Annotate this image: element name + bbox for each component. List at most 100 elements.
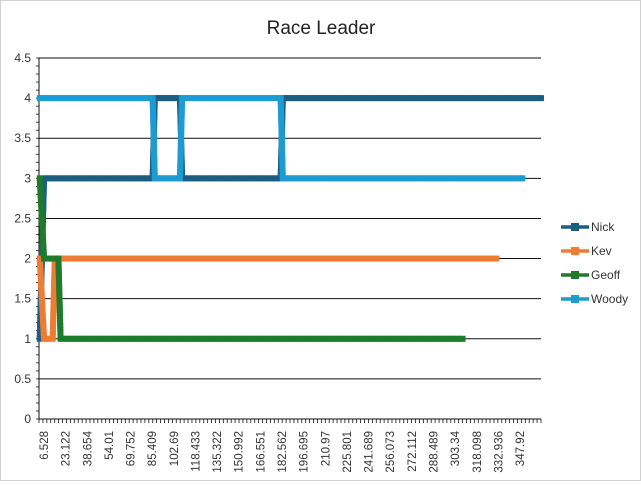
series-marker-kev [384, 255, 391, 262]
series-marker-woody [512, 175, 519, 182]
series-marker-woody [279, 168, 286, 175]
x-tick-label: 225.801 [342, 431, 354, 473]
series-marker-kev [71, 255, 78, 262]
series-marker-nick [308, 95, 315, 102]
series-marker-woody [214, 95, 221, 102]
x-tick-label: 272.112 [407, 431, 419, 472]
x-tick-label: 54.01 [104, 431, 116, 460]
series-marker-nick [333, 95, 340, 102]
series-marker-geoff [264, 335, 271, 342]
series-marker-woody [372, 175, 379, 182]
series-marker-woody [353, 175, 360, 182]
series-marker-geoff [434, 335, 441, 342]
series-marker-nick [242, 175, 249, 182]
series-marker-woody [226, 95, 233, 102]
series-marker-geoff [134, 335, 141, 342]
series-marker-nick [37, 326, 44, 333]
series-marker-woody [439, 175, 446, 182]
series-marker-nick [302, 95, 309, 102]
series-marker-kev [333, 255, 340, 262]
legend-item-geoff: Geoff [561, 268, 621, 282]
series-marker-nick [127, 175, 134, 182]
series-marker-woody [407, 175, 414, 182]
series-marker-nick [483, 95, 490, 102]
series-marker-nick [502, 95, 509, 102]
x-tick-label: 256.073 [385, 431, 397, 473]
series-marker-nick [378, 95, 385, 102]
series-marker-kev [320, 255, 327, 262]
series-marker-kev [237, 255, 244, 262]
x-tick-label: 332.936 [493, 431, 505, 473]
series-marker-nick [108, 175, 115, 182]
series-marker-geoff [121, 335, 128, 342]
series-marker-geoff [440, 335, 447, 342]
series-marker-nick [458, 95, 465, 102]
series-marker-nick [92, 175, 99, 182]
series-marker-woody [185, 95, 192, 102]
series-marker-nick [531, 95, 538, 102]
y-tick-label: 1 [24, 332, 31, 346]
series-marker-geoff [373, 335, 380, 342]
series-marker-woody [81, 95, 88, 102]
series-marker-geoff [39, 226, 46, 233]
series-marker-geoff [325, 335, 332, 342]
legend-item-woody: Woody [561, 292, 628, 306]
x-tick-label: 210.97 [320, 431, 332, 466]
series-marker-kev [51, 281, 58, 288]
series-marker-kev [50, 306, 57, 313]
series-marker-nick [525, 95, 532, 102]
series-marker-nick [394, 95, 401, 102]
series-marker-woody [188, 95, 195, 102]
series-marker-kev [285, 255, 292, 262]
series-marker-geoff [175, 335, 182, 342]
series-marker-woody [381, 175, 388, 182]
series-marker-woody [164, 175, 171, 182]
series-marker-nick [464, 95, 471, 102]
series-marker-kev [480, 255, 487, 262]
series-marker-geoff [351, 335, 358, 342]
series-marker-geoff [89, 335, 96, 342]
series-marker-woody [59, 95, 66, 102]
series-marker-kev [311, 255, 318, 262]
series-marker-geoff [56, 310, 63, 317]
series-marker-nick [185, 175, 192, 182]
series-marker-woody [62, 95, 69, 102]
series-marker-woody [279, 165, 286, 172]
series-marker-nick [229, 175, 236, 182]
series-marker-geoff [284, 335, 291, 342]
series-marker-woody [378, 175, 385, 182]
series-marker-woody [337, 175, 344, 182]
series-marker-nick [158, 95, 165, 102]
series-marker-nick [340, 95, 347, 102]
series-marker-woody [279, 156, 286, 163]
series-marker-kev [202, 255, 209, 262]
series-marker-kev [37, 274, 44, 281]
series-marker-geoff [37, 197, 44, 204]
series-marker-kev [467, 255, 474, 262]
series-marker-kev [224, 255, 231, 262]
series-marker-kev [50, 316, 57, 323]
series-marker-geoff [280, 335, 287, 342]
series-marker-geoff [223, 335, 230, 342]
series-marker-kev [40, 322, 47, 329]
series-marker-geoff [57, 316, 64, 323]
series-marker-woody [295, 175, 302, 182]
series-marker-woody [120, 95, 127, 102]
x-tick-label: 288.489 [428, 431, 440, 473]
series-marker-geoff [239, 335, 246, 342]
series-marker-geoff [40, 249, 47, 256]
series-marker-geoff [213, 335, 220, 342]
series-marker-nick [95, 175, 102, 182]
series-marker-nick [490, 95, 497, 102]
series-marker-kev [99, 255, 106, 262]
x-tick-label: 150.992 [234, 431, 246, 473]
series-marker-kev [176, 255, 183, 262]
series-marker-woody [362, 175, 369, 182]
x-tick-label: 318.098 [472, 431, 484, 473]
series-marker-geoff [459, 335, 466, 342]
series-marker-kev [394, 255, 401, 262]
series-marker-nick [268, 175, 275, 182]
gridlines [39, 57, 541, 380]
series-marker-woody [130, 95, 137, 102]
